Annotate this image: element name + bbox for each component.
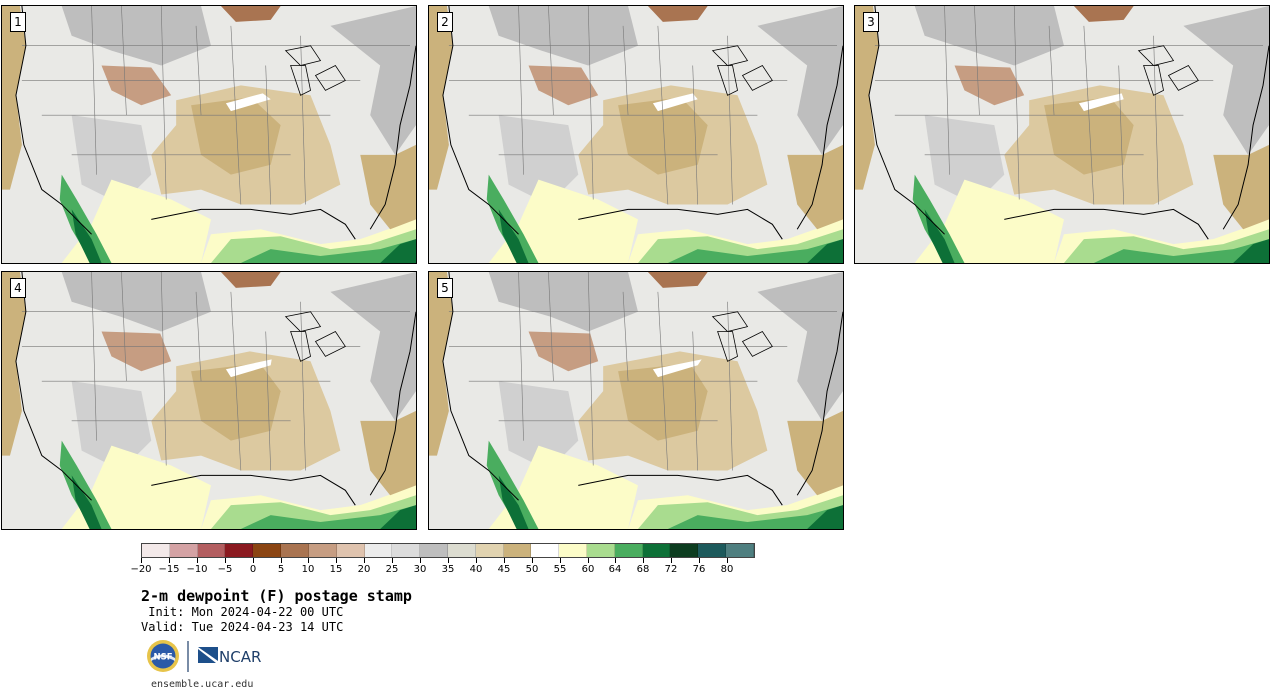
colorbar-swatch xyxy=(614,544,643,557)
dewpoint-map xyxy=(429,6,843,263)
colorbar-tick-label: 50 xyxy=(525,564,539,575)
colorbar-tick xyxy=(281,558,282,563)
colorbar-tick xyxy=(253,558,254,563)
colorbar-swatch xyxy=(336,544,365,557)
colorbar-swatch xyxy=(420,544,448,557)
colorbar-swatch xyxy=(308,544,337,557)
colorbar-tick xyxy=(588,558,589,563)
dewpoint-map xyxy=(2,272,416,529)
colorbar-tick xyxy=(560,558,561,563)
colorbar-tick xyxy=(671,558,672,563)
colorbar-tick-label: −15 xyxy=(158,564,180,575)
dewpoint-map xyxy=(2,6,416,263)
colorbar-tick xyxy=(392,558,393,563)
colorbar-swatch xyxy=(225,544,254,557)
colorbar-tick-label: 80 xyxy=(720,564,734,575)
colorbar-tick xyxy=(141,558,142,563)
colorbar-tick-label: 68 xyxy=(636,564,650,575)
colorbar-tick xyxy=(197,558,198,563)
colorbar-tick-label: 10 xyxy=(301,564,315,575)
colorbar-tick-label: 64 xyxy=(608,564,622,575)
colorbar-tick-label: 15 xyxy=(329,564,343,575)
colorbar-tick xyxy=(504,558,505,563)
colorbar-tick xyxy=(643,558,644,563)
colorbar-tick-label: 35 xyxy=(441,564,455,575)
colorbar-tick xyxy=(225,558,226,563)
map-panel-1[interactable]: 1 xyxy=(1,5,417,264)
colorbar-swatch xyxy=(169,544,198,557)
colorbar-tick-label: 0 xyxy=(249,564,257,575)
colorbar-tick-label: 55 xyxy=(553,564,567,575)
panel-number: 3 xyxy=(863,12,879,32)
colorbar-swatch xyxy=(197,544,226,557)
colorbar-tick xyxy=(336,558,337,563)
colorbar-ticks: −20 −15 −10 −5 0 5 10 15 20 25 30 35 40 45 50 55 60 64 68 7… xyxy=(130,558,755,578)
colorbar-swatch xyxy=(559,544,587,557)
colorbar-tick-label: −10 xyxy=(186,564,208,575)
panel-number: 5 xyxy=(437,278,453,298)
colorbar-tick-label: 20 xyxy=(357,564,371,575)
colorbar-tick-label: 40 xyxy=(469,564,483,575)
dewpoint-map xyxy=(855,6,1269,263)
colorbar-swatch xyxy=(142,544,170,557)
colorbar-tick-label: 45 xyxy=(497,564,511,575)
panel-number: 2 xyxy=(437,12,453,32)
colorbar-swatch xyxy=(475,544,504,557)
colorbar-tick xyxy=(308,558,309,563)
colorbar-swatch xyxy=(642,544,671,557)
init-time: Init: Mon 2024-04-22 00 UTC xyxy=(141,605,344,619)
map-panel-5[interactable]: 5 xyxy=(428,271,844,530)
colorbar-swatch xyxy=(364,544,393,557)
colorbar-tick-label: 25 xyxy=(385,564,399,575)
colorbar-tick xyxy=(476,558,477,563)
logos: NSF NCAR xyxy=(145,639,275,675)
colorbar-tick xyxy=(169,558,170,563)
colorbar-swatch xyxy=(726,544,754,557)
colorbar-tick xyxy=(420,558,421,563)
website-link[interactable]: ensemble.ucar.edu xyxy=(151,679,254,690)
panel-number: 1 xyxy=(10,12,26,32)
colorbar-tick-label: −20 xyxy=(130,564,152,575)
colorbar-tick xyxy=(364,558,365,563)
colorbar-tick xyxy=(615,558,616,563)
colorbar-tick xyxy=(727,558,728,563)
colorbar-swatch xyxy=(281,544,309,557)
colorbar-tick xyxy=(532,558,533,563)
colorbar-swatch xyxy=(447,544,476,557)
map-panel-4[interactable]: 4 xyxy=(1,271,417,530)
colorbar-swatch xyxy=(503,544,532,557)
colorbar-swatch xyxy=(670,544,699,557)
dewpoint-map xyxy=(429,272,843,529)
plot-title: 2-m dewpoint (F) postage stamp xyxy=(141,587,412,605)
colorbar-tick-label: −5 xyxy=(217,564,233,575)
colorbar-swatch xyxy=(698,544,727,557)
colorbar-swatch xyxy=(587,544,615,557)
colorbar-tick-label: 76 xyxy=(692,564,706,575)
colorbar-swatch xyxy=(531,544,560,557)
map-panel-2[interactable]: 2 xyxy=(428,5,844,264)
colorbar-swatch xyxy=(253,544,282,557)
colorbar-tick-label: 30 xyxy=(413,564,427,575)
colorbar-tick-label: 72 xyxy=(664,564,678,575)
ncar-logo: NCAR xyxy=(198,647,261,666)
colorbar-tick-label: 5 xyxy=(277,564,285,575)
colorbar-tick-label: 60 xyxy=(581,564,595,575)
nsf-logo-text: NSF xyxy=(153,653,172,663)
colorbar xyxy=(141,543,755,558)
colorbar-swatch xyxy=(392,544,421,557)
nsf-logo: NSF xyxy=(147,640,179,672)
panel-number: 4 xyxy=(10,278,26,298)
map-panel-3[interactable]: 3 xyxy=(854,5,1270,264)
colorbar-tick xyxy=(699,558,700,563)
ncar-logo-text: NCAR xyxy=(219,648,261,666)
colorbar-tick xyxy=(448,558,449,563)
valid-time: Valid: Tue 2024-04-23 14 UTC xyxy=(141,620,344,634)
